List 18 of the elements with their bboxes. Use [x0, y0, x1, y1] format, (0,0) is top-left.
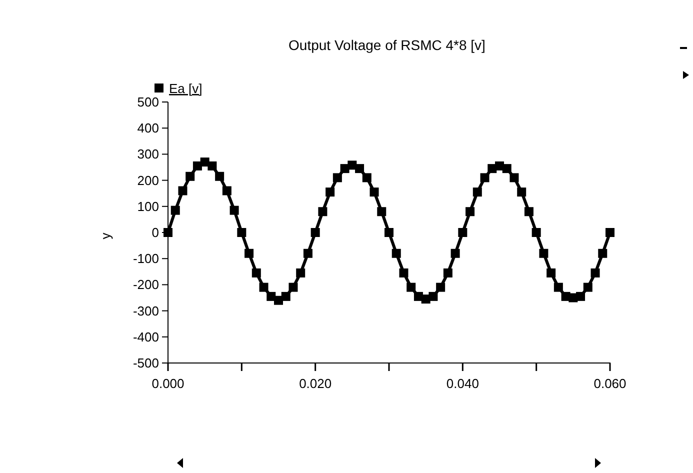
- y-tick-label: -200: [132, 277, 159, 292]
- y-tick-label: 300: [137, 146, 159, 162]
- y-tick-label: 200: [137, 172, 159, 188]
- y-tick-label: -500: [132, 356, 159, 370]
- y-tick-label: -300: [132, 303, 159, 318]
- y-tick-label: 0: [152, 225, 159, 240]
- y-tick-label: 500: [137, 94, 159, 110]
- x-tick-label: 0.060: [594, 376, 626, 392]
- chart-title: Output Voltage of RSMC 4*8 [v]: [288, 37, 486, 53]
- legend-label: Ea [v]: [169, 81, 202, 96]
- y-tick-label: 100: [137, 198, 159, 214]
- y-tick-label: 400: [137, 120, 159, 136]
- x-tick-label: 0.000: [152, 376, 184, 392]
- y-tick-label: -400: [132, 329, 159, 344]
- x-tick-label: 0.040: [446, 376, 479, 392]
- y-axis-title: y: [98, 232, 113, 240]
- x-tick-label: 0.020: [299, 376, 332, 392]
- y-tick-label: -100: [132, 251, 159, 266]
